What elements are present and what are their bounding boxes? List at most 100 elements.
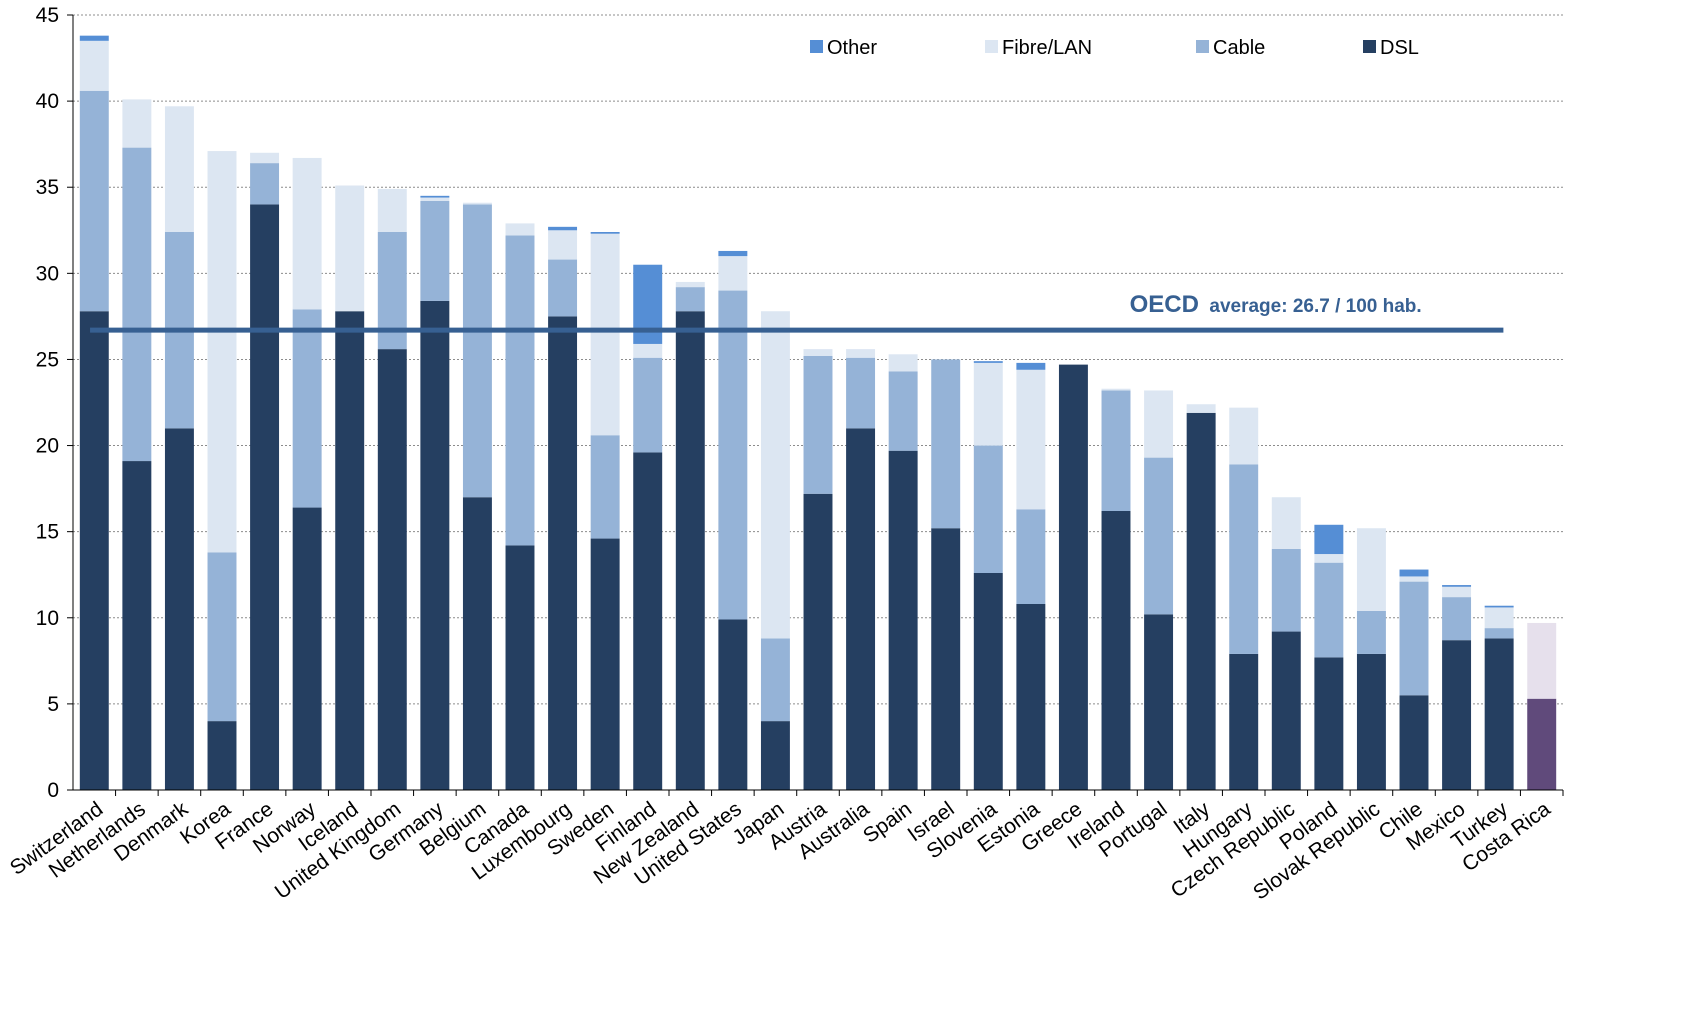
bar-group-finland xyxy=(633,264,663,790)
y-tick-label-20: 20 xyxy=(36,435,59,458)
y-tick-label-45: 45 xyxy=(36,4,59,27)
bar-denmark-fibre-lan xyxy=(164,106,194,232)
bar-korea-dsl xyxy=(207,721,237,790)
bar-switzerland-other xyxy=(79,35,109,41)
bar-estonia-dsl xyxy=(1016,604,1046,790)
bar-switzerland-dsl xyxy=(79,311,109,790)
bar-group-denmark xyxy=(164,106,194,790)
bar-belgium-fibre-lan xyxy=(462,202,492,205)
bar-italy-dsl xyxy=(1186,412,1216,790)
bar-slovenia-other xyxy=(973,361,1003,363)
bar-iceland-dsl xyxy=(335,311,365,790)
bar-united-states-fibre-lan xyxy=(718,256,748,291)
bar-austria-dsl xyxy=(803,493,833,790)
legend-label-cable: Cable xyxy=(1213,37,1265,59)
bar-japan-dsl xyxy=(760,721,790,790)
bar-germany-fibre-lan xyxy=(420,197,450,201)
legend: Other Fibre/LAN Cable DSL xyxy=(810,37,1419,59)
bar-slovak-republic-dsl xyxy=(1356,653,1386,790)
bar-czech-republic-fibre-lan xyxy=(1271,497,1301,549)
bar-united-states-dsl xyxy=(718,619,748,790)
bar-france-dsl xyxy=(250,204,280,790)
bar-slovenia-cable xyxy=(973,445,1003,573)
bar-chile-other xyxy=(1399,569,1429,577)
oecd-average-label: OECD average: 26.7 / 100 hab. xyxy=(1130,291,1422,318)
bar-group-netherlands xyxy=(122,99,152,790)
bar-luxembourg-cable xyxy=(548,259,578,317)
legend-swatch-dsl xyxy=(1363,40,1376,53)
bar-mexico-other xyxy=(1442,585,1472,587)
bar-ireland-cable xyxy=(1101,390,1131,511)
bar-group-slovenia xyxy=(973,361,1003,790)
bar-turkey-fibre-lan xyxy=(1484,607,1514,629)
bar-greece-dsl xyxy=(1058,364,1088,790)
bar-netherlands-fibre-lan xyxy=(122,99,152,148)
legend-item-dsl: DSL xyxy=(1363,37,1419,59)
bar-israel-dsl xyxy=(931,528,961,790)
bar-italy-fibre-lan xyxy=(1186,404,1216,413)
bar-group-france xyxy=(250,152,280,790)
bar-spain-fibre-lan xyxy=(888,354,918,372)
bar-israel-cable xyxy=(931,359,961,529)
oecd-average: OECD average: 26.7 / 100 hab. xyxy=(90,291,1504,333)
bar-korea-fibre-lan xyxy=(207,151,237,553)
bar-norway-cable xyxy=(292,309,322,508)
bar-group-belgium xyxy=(462,202,492,790)
bar-finland-dsl xyxy=(633,452,663,790)
y-tick-label-25: 25 xyxy=(36,348,59,371)
bar-germany-cable xyxy=(420,201,450,301)
bar-canada-fibre-lan xyxy=(505,223,535,236)
bar-sweden-dsl xyxy=(590,538,620,790)
bar-austria-cable xyxy=(803,356,833,494)
bar-turkey-dsl xyxy=(1484,638,1514,790)
bar-turkey-cable xyxy=(1484,628,1514,639)
bar-norway-dsl xyxy=(292,507,322,790)
bar-finland-cable xyxy=(633,357,663,453)
bar-group-hungary xyxy=(1229,407,1259,790)
bar-slovenia-dsl xyxy=(973,573,1003,790)
legend-label-dsl: DSL xyxy=(1380,37,1419,59)
bar-poland-dsl xyxy=(1314,657,1344,790)
bar-slovak-republic-cable xyxy=(1356,610,1386,654)
bar-united-states-other xyxy=(718,250,748,257)
bar-belgium-dsl xyxy=(462,497,492,790)
bar-group-korea xyxy=(207,151,237,790)
bar-costa-rica-dsl xyxy=(1527,698,1557,790)
bar-japan-cable xyxy=(760,638,790,722)
bar-chile-fibre-lan xyxy=(1399,576,1429,582)
bar-mexico-dsl xyxy=(1442,640,1472,790)
bar-group-turkey xyxy=(1484,605,1514,790)
bar-australia-cable xyxy=(846,357,876,429)
bar-portugal-cable xyxy=(1144,457,1174,615)
bar-japan-fibre-lan xyxy=(760,311,790,639)
bar-czech-republic-dsl xyxy=(1271,631,1301,790)
bar-ireland-dsl xyxy=(1101,511,1131,790)
bar-estonia-cable xyxy=(1016,509,1046,604)
bar-switzerland-cable xyxy=(79,90,109,312)
bar-group-mexico xyxy=(1442,585,1472,790)
bar-norway-fibre-lan xyxy=(292,157,322,310)
bar-ireland-fibre-lan xyxy=(1101,388,1131,391)
bar-canada-dsl xyxy=(505,545,535,790)
bar-group-australia xyxy=(846,349,876,790)
bar-group-spain xyxy=(888,354,918,790)
bar-group-estonia xyxy=(1016,362,1046,790)
oecd-average-label-rest: average: 26.7 / 100 hab. xyxy=(1209,296,1421,317)
bar-group-portugal xyxy=(1144,390,1174,790)
bar-netherlands-dsl xyxy=(122,461,152,790)
bar-germany-dsl xyxy=(420,300,450,790)
bar-france-fibre-lan xyxy=(250,152,280,164)
bar-group-poland xyxy=(1314,524,1344,790)
bar-group-ireland xyxy=(1101,388,1131,790)
bar-group-slovak-republic xyxy=(1356,528,1386,790)
bar-luxembourg-fibre-lan xyxy=(548,230,578,260)
bar-switzerland-fibre-lan xyxy=(79,40,109,91)
bar-netherlands-cable xyxy=(122,147,152,462)
y-tick-label-15: 15 xyxy=(36,521,59,544)
bar-luxembourg-dsl xyxy=(548,316,578,790)
bar-group-czech-republic xyxy=(1271,497,1301,790)
bar-hungary-cable xyxy=(1229,464,1259,654)
bar-france-cable xyxy=(250,163,280,205)
